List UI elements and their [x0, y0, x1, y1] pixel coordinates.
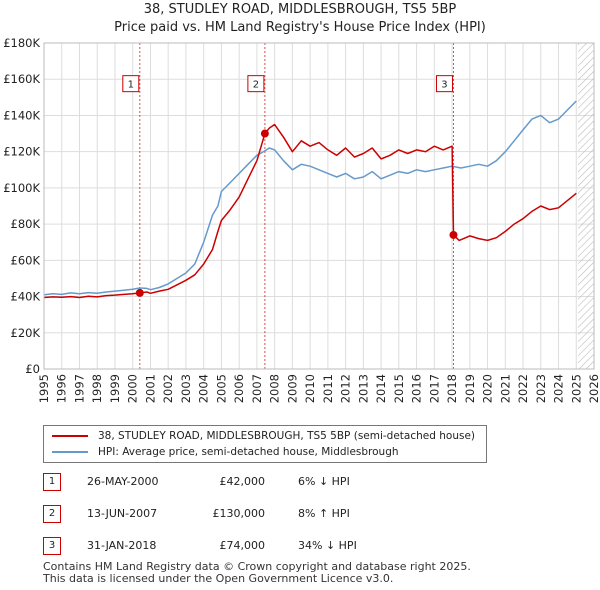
y-tick-label: £40K — [11, 290, 41, 304]
sale-date: 26-MAY-2000 — [87, 475, 159, 488]
x-tick-label: 2018 — [445, 374, 459, 403]
x-tick-label: 2023 — [534, 374, 548, 403]
sale-label-box — [435, 75, 453, 93]
sale-label-box — [247, 75, 265, 93]
hpi-line — [43, 100, 577, 296]
x-tick-label: 2022 — [516, 374, 530, 403]
sale-label: 1 — [128, 80, 134, 91]
x-tick-label: 1999 — [108, 374, 122, 403]
plot-border — [43, 42, 595, 370]
sale-number-badge: 1 — [43, 473, 61, 491]
sale-hpi-comparison: 6% ↓ HPI — [298, 475, 350, 488]
x-tick-label: 2001 — [143, 374, 157, 403]
x-tick-label: 2014 — [374, 374, 388, 403]
sale-label: 3 — [441, 80, 447, 91]
y-tick-label: £60K — [11, 253, 41, 267]
legend-label-property: 38, STUDLEY ROAD, MIDDLESBROUGH, TS5 5BP… — [98, 430, 476, 442]
y-tick-label: £140K — [3, 108, 40, 122]
x-tick-label: 2012 — [339, 374, 353, 403]
x-tick-label: 2021 — [498, 374, 512, 403]
x-tick-label: 2024 — [552, 374, 566, 403]
legend-item-hpi: HPI: Average price, semi-detached house,… — [52, 444, 399, 460]
x-tick-label: 2006 — [232, 374, 246, 403]
x-tick-label: 2019 — [463, 374, 477, 403]
sale-point — [449, 230, 458, 239]
sale-label: 2 — [253, 80, 259, 91]
chart-subtitle: Price paid vs. HM Land Registry's House … — [114, 20, 486, 35]
future-region — [578, 43, 594, 369]
sale-number-badge: 2 — [43, 505, 61, 523]
sale-point — [260, 129, 269, 138]
y-tick-label: £100K — [3, 181, 40, 195]
x-tick-label: 2004 — [197, 374, 211, 403]
footer-line-2: This data is licensed under the Open Gov… — [43, 572, 394, 585]
x-tick-label: 2011 — [321, 374, 335, 403]
x-tick-label: 2025 — [569, 374, 583, 403]
x-tick-label: 1998 — [90, 374, 104, 403]
sale-number-badge: 3 — [43, 537, 61, 555]
table-row: 3 31-JAN-2018 £74,000 34% ↓ HPI — [43, 537, 443, 557]
y-tick-label: £20K — [11, 326, 41, 340]
legend-swatch-property — [52, 435, 88, 437]
sale-date: 13-JUN-2007 — [87, 507, 158, 520]
x-tick-label: 1996 — [55, 374, 69, 403]
y-tick-label: £160K — [3, 72, 40, 86]
x-tick-label: 2017 — [427, 374, 441, 403]
x-tick-label: 2026 — [587, 374, 600, 403]
legend-label-hpi: HPI: Average price, semi-detached house,… — [98, 446, 399, 458]
x-tick-label: 2008 — [268, 374, 282, 403]
y-tick-label: £120K — [3, 145, 40, 159]
table-row: 1 26-MAY-2000 £42,000 6% ↓ HPI — [43, 473, 443, 493]
sale-label-box — [122, 75, 140, 93]
y-tick-label: £0 — [25, 362, 40, 376]
plot-area — [44, 43, 594, 369]
x-tick-label: 2016 — [410, 374, 424, 403]
sale-price: £74,000 — [219, 539, 266, 552]
x-tick-label: 2015 — [392, 374, 406, 403]
sale-point — [135, 288, 144, 297]
x-tick-label: 2009 — [285, 374, 299, 403]
y-tick-label: £80K — [11, 217, 41, 231]
table-row: 2 13-JUN-2007 £130,000 8% ↑ HPI — [43, 505, 443, 525]
x-tick-label: 2010 — [303, 374, 317, 403]
price-chart: 1 2 3 £0 £20K £40K £60K £80K £100K £120K £140K £16… — [3, 36, 600, 403]
legend-swatch-hpi — [52, 451, 88, 453]
chart-legend: 38, STUDLEY ROAD, MIDDLESBROUGH, TS5 5BP… — [43, 425, 487, 463]
chart-title: 38, STUDLEY ROAD, MIDDLESBROUGH, TS5 5BP — [143, 2, 457, 17]
x-tick-label: 2007 — [250, 374, 264, 403]
sale-price: £130,000 — [212, 507, 266, 520]
y-tick-label: £180K — [3, 36, 40, 50]
x-tick-label: 2005 — [214, 374, 228, 403]
x-tick-label: 2003 — [179, 374, 193, 403]
x-tick-label: 1995 — [37, 374, 51, 403]
x-tick-label: 1997 — [72, 374, 86, 403]
footer-attribution: Contains HM Land Registry data © Crown c… — [43, 561, 471, 585]
footer-line-1: Contains HM Land Registry data © Crown c… — [43, 560, 471, 573]
x-tick-label: 2000 — [126, 374, 140, 403]
x-tick-label: 2020 — [481, 374, 495, 403]
legend-item-property: 38, STUDLEY ROAD, MIDDLESBROUGH, TS5 5BP… — [52, 428, 475, 444]
sale-hpi-comparison: 34% ↓ HPI — [298, 539, 357, 552]
x-tick-label: 2013 — [356, 374, 370, 403]
x-tick-label: 2002 — [161, 374, 175, 403]
sale-price: £42,000 — [219, 475, 266, 488]
sale-date: 31-JAN-2018 — [87, 539, 157, 552]
sale-hpi-comparison: 8% ↑ HPI — [298, 507, 350, 520]
